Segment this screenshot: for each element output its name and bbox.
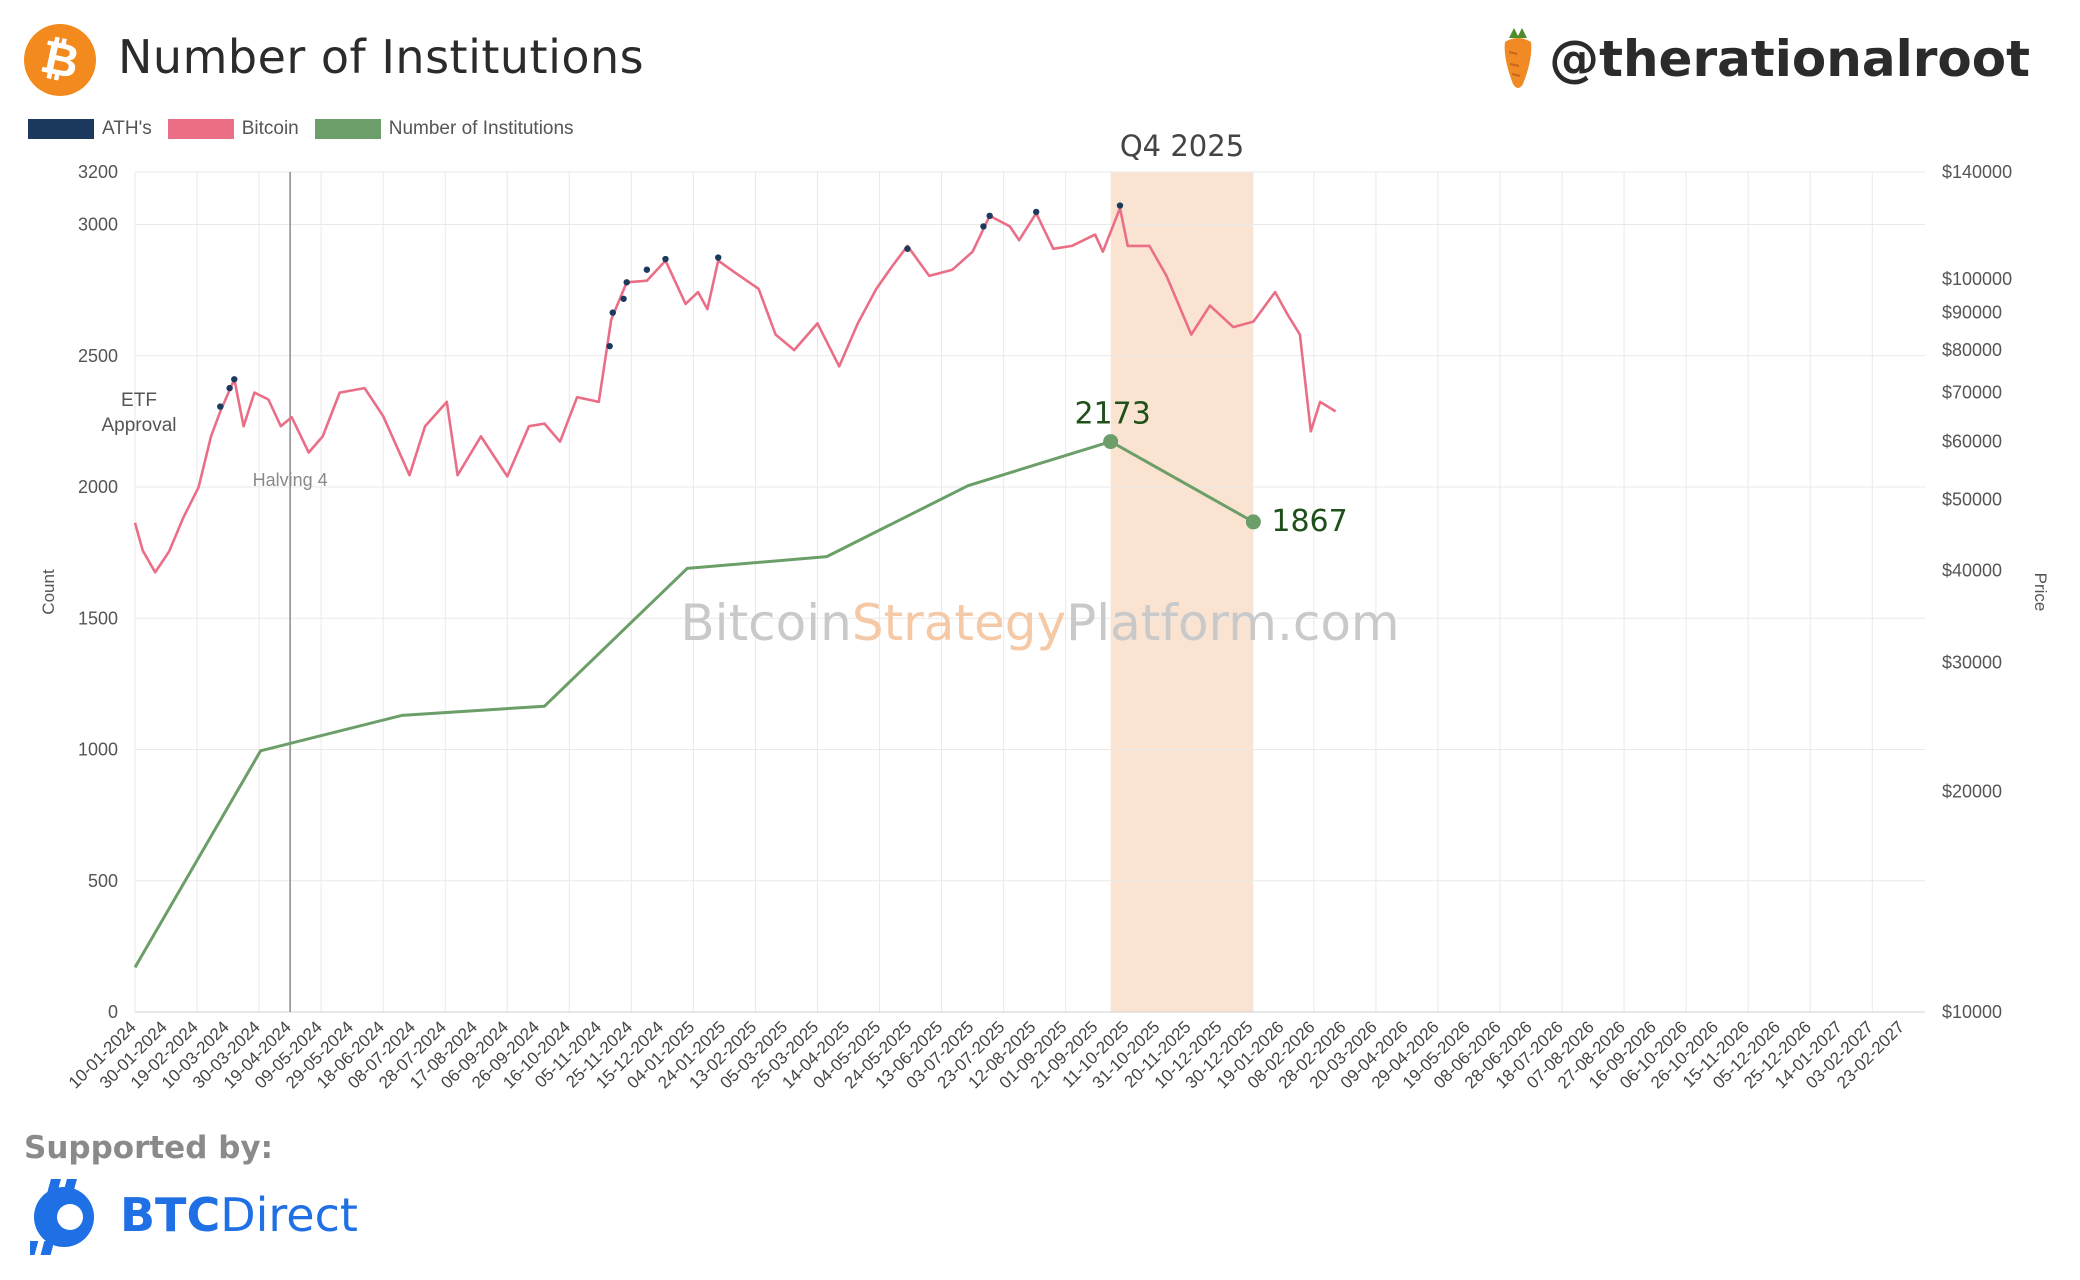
q4-band — [1110, 172, 1254, 1012]
y-axis-title-left: Count — [39, 569, 58, 615]
ath-point — [226, 384, 233, 392]
y-tick-label-right: $40000 — [1942, 561, 2002, 581]
legend-label-bitcoin: Bitcoin — [241, 118, 299, 139]
ath-point — [620, 295, 627, 302]
btcdirect-brand-bold: BTC — [120, 1188, 221, 1242]
y-tick-label-left: 1500 — [78, 608, 118, 628]
watermark-part: Bitcoin — [680, 594, 851, 652]
ath-point — [980, 223, 987, 230]
legend-swatch-bitcoin — [167, 119, 234, 139]
legend-item-bitcoin[interactable]: Bitcoin — [167, 118, 299, 140]
ath-point — [904, 245, 911, 252]
halving-label: Halving 4 — [253, 470, 328, 490]
y-tick-label-right: $100000 — [1942, 269, 2012, 289]
watermark: BitcoinStrategyPlatform.com — [680, 594, 1399, 652]
chart-legend: ATH's Bitcoin Number of Institutions — [28, 118, 590, 140]
ath-point — [623, 279, 630, 286]
watermark-part: Strategy — [852, 594, 1066, 652]
ath-point — [609, 309, 616, 316]
legend-item-institutions[interactable]: Number of Institutions — [314, 118, 574, 140]
y-tick-label-right: $140000 — [1942, 162, 2012, 182]
etf-approval-label: ETF — [121, 390, 157, 411]
bitcoin-price-line — [133, 206, 1337, 574]
y-tick-label-right: $60000 — [1942, 432, 2002, 452]
page-title: Number of Institutions — [118, 30, 645, 84]
y-tick-label-right: $80000 — [1942, 340, 2002, 360]
ath-point — [1033, 208, 1040, 216]
q4-label: Q4 2025 — [1120, 129, 1244, 163]
institutions-value-label: 1867 — [1271, 504, 1347, 539]
ath-point — [231, 376, 238, 383]
y-tick-label-right: $50000 — [1942, 490, 2002, 510]
institutions-value-label: 2173 — [1074, 397, 1150, 432]
ath-point — [606, 342, 613, 350]
legend-item-aths[interactable]: ATH's — [28, 118, 152, 140]
watermark-part: Platform.com — [1066, 594, 1400, 652]
y-tick-label-left: 3000 — [78, 215, 118, 235]
y-tick-label-left: 0 — [108, 1002, 118, 1022]
y-tick-label-left: 500 — [88, 871, 118, 891]
y-axis-title-right: Price — [2031, 573, 2050, 612]
y-tick-label-right: $10000 — [1942, 1002, 2002, 1022]
y-tick-label-right: $20000 — [1942, 781, 2002, 801]
btcdirect-wordmark: BTCDirect — [120, 1188, 358, 1242]
btcdirect-logo[interactable]: BTCDirect — [30, 1175, 358, 1255]
ath-point — [217, 403, 224, 410]
institutions-line — [133, 440, 1255, 969]
y-tick-label-right: $90000 — [1942, 303, 2002, 323]
btcdirect-brand-rest: Direct — [220, 1188, 358, 1242]
legend-label-institutions: Number of Institutions — [388, 118, 574, 139]
y-tick-label-left: 1000 — [78, 740, 118, 760]
institutions-marker — [1245, 514, 1261, 530]
y-tick-label-left: 3200 — [78, 162, 118, 182]
ath-point — [662, 255, 669, 263]
author-handle[interactable]: @therationalroot — [1501, 26, 2030, 92]
supported-by-label: Supported by: — [24, 1130, 273, 1166]
btcdirect-mark-icon — [30, 1179, 94, 1255]
handle-text: @therationalroot — [1549, 30, 2030, 88]
institutions-marker — [1103, 434, 1119, 450]
etf-approval-label: Approval — [102, 415, 177, 436]
y-tick-label-right: $70000 — [1942, 383, 2002, 403]
bitcoin-logo-icon: ₿ — [24, 24, 96, 96]
ath-point — [715, 254, 722, 261]
legend-swatch-institutions — [314, 119, 381, 139]
y-tick-label-left: 2500 — [78, 346, 118, 366]
legend-label-aths: ATH's — [102, 118, 152, 139]
y-tick-label-right: $30000 — [1942, 652, 2002, 672]
carrot-icon — [1504, 28, 1532, 88]
ath-point — [643, 266, 651, 273]
ath-point — [986, 212, 993, 220]
legend-swatch-aths — [28, 119, 94, 139]
y-tick-label-left: 2000 — [78, 477, 118, 497]
ath-point — [1116, 202, 1124, 209]
